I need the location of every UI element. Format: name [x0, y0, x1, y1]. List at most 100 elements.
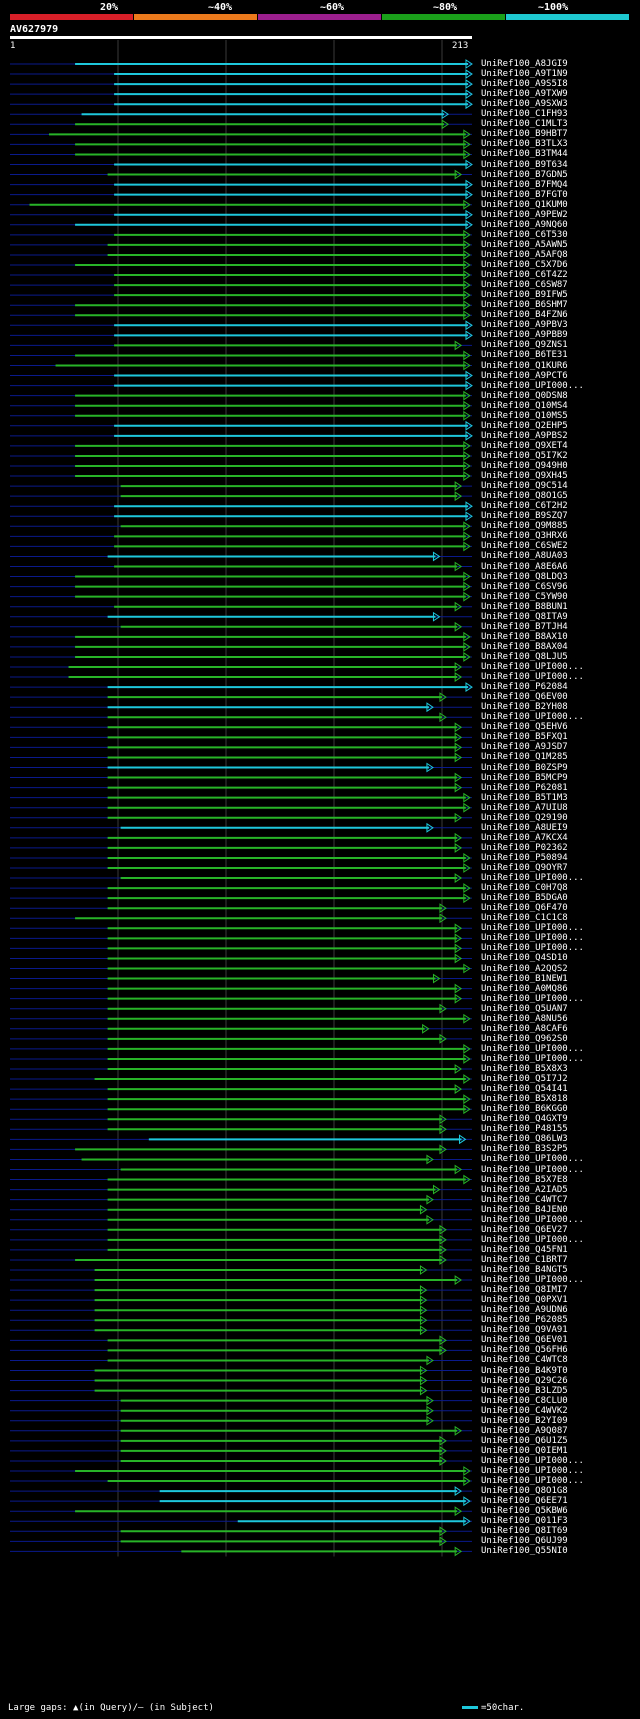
hit-label-link[interactable]: UniRef100_UPI000... [481, 933, 584, 944]
hit-label-link[interactable]: UniRef100_UPI000... [481, 1476, 584, 1487]
hit-label-link[interactable]: UniRef100_A9TXW9 [481, 89, 568, 100]
hit-label-link[interactable]: UniRef100_A9PEW2 [481, 209, 568, 220]
hit-label-link[interactable]: UniRef100_UPI000... [481, 1154, 584, 1165]
hit-label-link[interactable]: UniRef100_A8UA03 [481, 551, 568, 562]
hit-label-link[interactable]: UniRef100_UPI000... [481, 923, 584, 934]
hit-label-link[interactable]: UniRef100_UPI000... [481, 993, 584, 1004]
hit-label-link[interactable]: UniRef100_B9IFW5 [481, 290, 568, 301]
hit-label-link[interactable]: UniRef100_B3LZD5 [481, 1385, 568, 1396]
hit-label-link[interactable]: UniRef100_A9NQ60 [481, 219, 568, 230]
hit-label-link[interactable]: UniRef100_P62085 [481, 1315, 568, 1326]
hit-label-link[interactable]: UniRef100_P50894 [481, 852, 568, 863]
hit-label-link[interactable]: UniRef100_A9PCT6 [481, 370, 568, 381]
hit-label-link[interactable]: UniRef100_Q6UJ99 [481, 1536, 568, 1547]
hit-label-link[interactable]: UniRef100_UPI000... [481, 1455, 584, 1466]
hit-label-link[interactable]: UniRef100_Q0DSN8 [481, 390, 568, 401]
hit-label-link[interactable]: UniRef100_B5X8X3 [481, 1064, 568, 1074]
hit-label-link[interactable]: UniRef100_Q9C514 [481, 481, 568, 492]
hit-label-link[interactable]: UniRef100_A8E6A6 [481, 561, 568, 572]
hit-label-link[interactable]: UniRef100_Q6EV27 [481, 1224, 568, 1235]
hit-label-link[interactable]: UniRef100_Q3HRX6 [481, 531, 568, 542]
hit-label-link[interactable]: UniRef100_B5FXQ1 [481, 732, 568, 743]
hit-label-link[interactable]: UniRef100_UPI000... [481, 1275, 584, 1286]
hit-label-link[interactable]: UniRef100_UPI000... [481, 1234, 584, 1245]
hit-label-link[interactable]: UniRef100_Q86LW3 [481, 1134, 568, 1145]
hit-label-link[interactable]: UniRef100_C6SW87 [481, 280, 568, 291]
hit-label-link[interactable]: UniRef100_Q5I7J2 [481, 1074, 568, 1085]
hit-label-link[interactable]: UniRef100_Q6F470 [481, 903, 568, 914]
hit-label-link[interactable]: UniRef100_B4K9T0 [481, 1365, 568, 1376]
hit-label-link[interactable]: UniRef100_B0ZSP9 [481, 762, 568, 773]
hit-label-link[interactable]: UniRef100_B6KGG0 [481, 1104, 568, 1115]
hit-label-link[interactable]: UniRef100_A8NU56 [481, 1013, 568, 1024]
hit-label-link[interactable]: UniRef100_Q9XET4 [481, 440, 568, 451]
hit-label-link[interactable]: UniRef100_Q56FH6 [481, 1345, 568, 1356]
hit-label-link[interactable]: UniRef100_A9T1N9 [481, 69, 568, 80]
hit-label-link[interactable]: UniRef100_Q55NI0 [481, 1546, 568, 1557]
hit-label-link[interactable]: UniRef100_Q962S0 [481, 1033, 568, 1044]
hit-label-link[interactable]: UniRef100_Q8IT69 [481, 1526, 568, 1537]
hit-label-link[interactable]: UniRef100_A0MQ86 [481, 983, 568, 994]
hit-label-link[interactable]: UniRef100_Q8ITA9 [481, 611, 568, 622]
hit-label-link[interactable]: UniRef100_Q5I7K2 [481, 450, 568, 461]
hit-label-link[interactable]: UniRef100_B8AX10 [481, 631, 568, 642]
hit-label-link[interactable]: UniRef100_Q0PXV1 [481, 1295, 568, 1306]
hit-label-link[interactable]: UniRef100_A7UIU8 [481, 802, 568, 813]
hit-label-link[interactable]: UniRef100_Q1KUM0 [481, 199, 568, 210]
hit-label-link[interactable]: UniRef100_Q9M885 [481, 521, 568, 532]
hit-label-link[interactable]: UniRef100_C1FH93 [481, 109, 568, 120]
hit-label-link[interactable]: UniRef100_UPI000... [481, 380, 584, 391]
hit-label-link[interactable]: UniRef100_B5X818 [481, 1094, 568, 1105]
hit-label-link[interactable]: UniRef100_B7FMQ4 [481, 179, 568, 190]
hit-label-link[interactable]: UniRef100_Q54I41 [481, 1084, 568, 1095]
hit-label-link[interactable]: UniRef100_B4FZN6 [481, 310, 568, 321]
hit-label-link[interactable]: UniRef100_UPI000... [481, 1466, 584, 1476]
hit-label-link[interactable]: UniRef100_B2YH08 [481, 702, 568, 713]
hit-label-link[interactable]: UniRef100_A8JGI9 [481, 59, 568, 69]
hit-label-link[interactable]: UniRef100_Q9XH45 [481, 471, 568, 482]
hit-label-link[interactable]: UniRef100_P62081 [481, 782, 568, 793]
hit-label-link[interactable]: UniRef100_UPI000... [481, 1164, 584, 1175]
hit-label-link[interactable]: UniRef100_B8BUN1 [481, 601, 568, 612]
hit-label-link[interactable]: UniRef100_C6T530 [481, 229, 568, 240]
hit-label-link[interactable]: UniRef100_A9UDN6 [481, 1305, 568, 1316]
hit-label-link[interactable]: UniRef100_B9SZQ7 [481, 511, 568, 522]
hit-label-link[interactable]: UniRef100_Q10MS5 [481, 410, 568, 421]
hit-label-link[interactable]: UniRef100_Q6EV00 [481, 692, 568, 703]
hit-label-link[interactable]: UniRef100_Q5UAN7 [481, 1003, 568, 1014]
hit-label-link[interactable]: UniRef100_B7GDN5 [481, 169, 568, 180]
hit-label-link[interactable]: UniRef100_Q949H0 [481, 461, 568, 471]
hit-label-link[interactable]: UniRef100_C0H7Q8 [481, 883, 568, 894]
hit-label-link[interactable]: UniRef100_UPI000... [481, 873, 584, 884]
hit-label-link[interactable]: UniRef100_C1C1C8 [481, 913, 568, 924]
hit-label-link[interactable]: UniRef100_B9T634 [481, 159, 568, 170]
hit-label-link[interactable]: UniRef100_Q9VA91 [481, 1325, 568, 1336]
hit-label-link[interactable]: UniRef100_UPI000... [481, 662, 584, 672]
hit-label-link[interactable]: UniRef100_Q29C26 [481, 1375, 568, 1386]
hit-label-link[interactable]: UniRef100_B5DGA0 [481, 893, 568, 904]
hit-label-link[interactable]: UniRef100_A8UEI9 [481, 822, 568, 833]
hit-label-link[interactable]: UniRef100_C5X7D6 [481, 260, 568, 270]
hit-label-link[interactable]: UniRef100_A9S5I8 [481, 79, 568, 90]
hit-label-link[interactable]: UniRef100_Q29190 [481, 812, 568, 823]
hit-label-link[interactable]: UniRef100_A7KCX4 [481, 832, 568, 843]
hit-label-link[interactable]: UniRef100_Q45FN1 [481, 1244, 568, 1255]
hit-label-link[interactable]: UniRef100_B7TJH4 [481, 621, 568, 632]
hit-label-link[interactable]: UniRef100_Q8O1G5 [481, 491, 568, 502]
hit-label-link[interactable]: UniRef100_A9SXW3 [481, 99, 568, 110]
hit-label-link[interactable]: UniRef100_B7FGT0 [481, 189, 568, 200]
hit-label-link[interactable]: UniRef100_C4WVK2 [481, 1405, 568, 1416]
hit-label-link[interactable]: UniRef100_UPI000... [481, 1214, 584, 1225]
hit-label-link[interactable]: UniRef100_A5AFQ8 [481, 249, 568, 260]
hit-label-link[interactable]: UniRef100_A2QQS2 [481, 963, 568, 974]
hit-label-link[interactable]: UniRef100_Q9ZNS1 [481, 340, 568, 351]
hit-label-link[interactable]: UniRef100_Q5KBW6 [481, 1506, 568, 1517]
hit-label-link[interactable]: UniRef100_B3TLX3 [481, 139, 568, 150]
hit-label-link[interactable]: UniRef100_B4JEN0 [481, 1204, 568, 1215]
hit-label-link[interactable]: UniRef100_P48155 [481, 1124, 568, 1135]
hit-label-link[interactable]: UniRef100_Q011F3 [481, 1516, 568, 1527]
hit-label-link[interactable]: UniRef100_B2YI09 [481, 1415, 568, 1426]
hit-label-link[interactable]: UniRef100_Q9OYR7 [481, 863, 568, 873]
hit-label-link[interactable]: UniRef100_C6SWE2 [481, 541, 568, 552]
hit-label-link[interactable]: UniRef100_Q8LJU5 [481, 651, 568, 662]
